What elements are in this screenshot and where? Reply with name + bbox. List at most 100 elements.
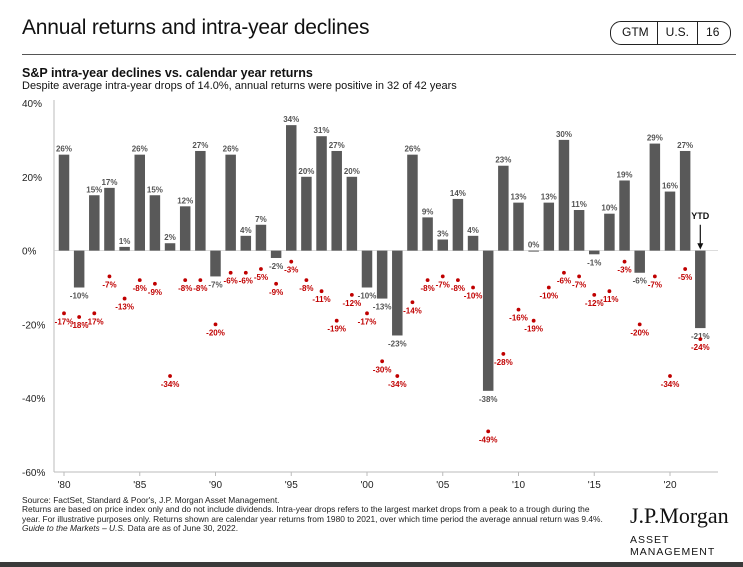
annual-return-label: 27% bbox=[329, 141, 345, 150]
annual-return-bar bbox=[104, 187, 115, 251]
intra-year-decline-label: -24% bbox=[691, 343, 710, 352]
intra-year-decline-dot bbox=[501, 352, 506, 356]
annual-return-bar bbox=[134, 154, 145, 251]
title-rule bbox=[22, 54, 736, 55]
page-badge: GTM U.S. 16 bbox=[610, 21, 732, 45]
intra-year-decline-label: -7% bbox=[648, 280, 662, 289]
annual-return-label: 27% bbox=[677, 141, 693, 150]
intra-year-decline-dot bbox=[440, 274, 445, 279]
intra-year-decline-dot bbox=[652, 274, 657, 279]
bottom-bar bbox=[0, 562, 743, 567]
intra-year-decline-label: -7% bbox=[102, 280, 116, 289]
annual-return-label: 15% bbox=[147, 185, 163, 194]
annual-return-label: 27% bbox=[192, 141, 208, 150]
x-tick-label: '80 bbox=[57, 480, 70, 491]
annual-return-label: -21% bbox=[691, 332, 710, 341]
annual-return-bar bbox=[498, 165, 509, 251]
intra-year-decline-label: -12% bbox=[585, 299, 604, 308]
intra-year-decline-label: -19% bbox=[327, 325, 346, 334]
annual-return-bar bbox=[164, 243, 176, 251]
annual-return-bar bbox=[407, 154, 418, 251]
intra-year-decline-label: -11% bbox=[600, 295, 618, 304]
y-tick-label: 0% bbox=[22, 247, 37, 258]
intra-year-decline-label: -6% bbox=[557, 277, 571, 286]
intra-year-decline-dot bbox=[395, 374, 400, 378]
intra-year-decline-label: -28% bbox=[494, 358, 513, 367]
intra-year-decline-dot bbox=[562, 270, 566, 275]
annual-return-label: 12% bbox=[177, 196, 193, 205]
intra-year-decline-dot bbox=[198, 278, 203, 283]
intra-year-decline-dot bbox=[592, 292, 597, 297]
intra-year-decline-label: -49% bbox=[479, 435, 498, 444]
annual-return-bar bbox=[89, 195, 100, 251]
x-tick-label: '00 bbox=[360, 480, 373, 491]
intra-year-decline-label: -6% bbox=[239, 277, 253, 286]
annual-return-label: 34% bbox=[283, 115, 299, 124]
intra-year-decline-dot bbox=[546, 285, 551, 290]
annual-return-bar bbox=[513, 202, 524, 251]
intra-year-decline-label: -18% bbox=[70, 321, 89, 330]
intra-year-decline-dot bbox=[577, 274, 581, 279]
intra-year-decline-dot bbox=[410, 300, 415, 305]
annual-return-bar bbox=[376, 250, 388, 299]
annual-return-bar bbox=[73, 250, 85, 288]
annual-return-bar bbox=[179, 206, 191, 251]
y-tick-label: -60% bbox=[22, 468, 45, 479]
intra-year-decline-dot bbox=[380, 359, 385, 364]
annual-return-label: -38% bbox=[479, 395, 498, 404]
intra-year-decline-dot bbox=[243, 270, 248, 275]
intra-year-decline-dot bbox=[622, 259, 627, 264]
intra-year-decline-dot bbox=[122, 296, 127, 301]
annual-return-label: 19% bbox=[617, 170, 633, 179]
x-tick-label: '95 bbox=[285, 480, 298, 491]
annual-return-bar bbox=[528, 250, 539, 252]
annual-return-label: 31% bbox=[314, 126, 330, 135]
annual-return-bar bbox=[664, 191, 676, 251]
intra-year-decline-label: -7% bbox=[572, 280, 586, 289]
intra-year-decline-dot bbox=[213, 322, 218, 327]
chart-description: Despite average intra-year drops of 14.0… bbox=[22, 80, 457, 92]
annual-return-bar bbox=[361, 250, 373, 288]
intra-year-decline-label: -8% bbox=[193, 284, 207, 293]
x-tick-label: '05 bbox=[436, 480, 449, 491]
annual-return-label: -2% bbox=[269, 262, 283, 271]
intra-year-decline-dot bbox=[334, 318, 339, 323]
annual-return-label: 2% bbox=[164, 233, 176, 242]
annual-return-label: 26% bbox=[56, 145, 72, 154]
x-tick-label: '10 bbox=[512, 480, 525, 491]
intra-year-decline-dot bbox=[349, 292, 354, 297]
intra-year-decline-dot bbox=[183, 278, 188, 283]
intra-year-decline-dot bbox=[259, 267, 263, 271]
annual-return-bar bbox=[649, 143, 661, 251]
annual-return-label: 16% bbox=[662, 182, 678, 191]
annual-return-bar bbox=[558, 139, 570, 251]
intra-year-decline-label: -30% bbox=[373, 365, 392, 374]
annual-return-label: 17% bbox=[101, 178, 117, 187]
intra-year-decline-dot bbox=[668, 374, 672, 378]
annual-return-label: 4% bbox=[240, 226, 252, 235]
annual-return-bar bbox=[589, 250, 600, 255]
annual-return-label: 26% bbox=[132, 145, 148, 154]
annual-return-label: 26% bbox=[404, 145, 420, 154]
y-tick-label: -40% bbox=[22, 394, 45, 405]
footnote-source: Source: FactSet, Standard & Poor's, J.P.… bbox=[22, 495, 280, 505]
annual-return-label: 10% bbox=[601, 204, 617, 213]
annual-return-label: 13% bbox=[510, 193, 526, 202]
annual-return-label: 13% bbox=[541, 193, 557, 202]
intra-year-decline-label: -8% bbox=[133, 284, 147, 293]
annual-return-label: 30% bbox=[556, 130, 572, 139]
intra-year-decline-dot bbox=[425, 278, 430, 283]
intra-year-decline-dot bbox=[607, 289, 612, 294]
intra-year-decline-dot bbox=[228, 270, 233, 275]
annual-return-bar bbox=[58, 154, 70, 251]
annual-return-label: 3% bbox=[437, 230, 449, 239]
annual-return-bar bbox=[210, 250, 221, 277]
annual-return-label: -6% bbox=[633, 277, 647, 286]
intra-year-decline-label: -10% bbox=[464, 292, 483, 301]
intra-year-decline-label: -11% bbox=[312, 295, 330, 304]
intra-year-decline-label: -17% bbox=[85, 317, 104, 326]
annual-return-label: 20% bbox=[298, 167, 314, 176]
annual-return-label: -13% bbox=[373, 303, 392, 312]
intra-year-decline-label: -34% bbox=[161, 380, 180, 389]
